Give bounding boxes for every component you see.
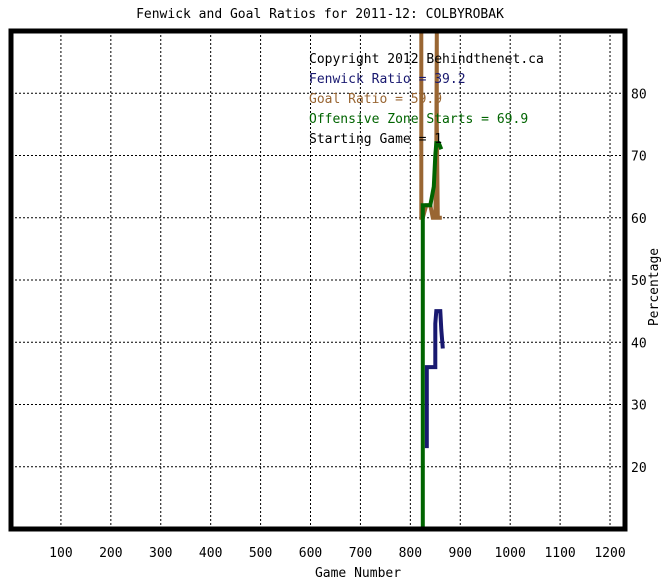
y-tick-label: 70: [631, 150, 647, 165]
series-line-fenwick-ratio: [424, 309, 445, 449]
y-tick-label: 60: [631, 212, 647, 227]
x-tick-labels: 100 200 300 400 500 600 700 800 900 1000 1100 1200: [49, 546, 626, 561]
legend-offensive-zone-starts: Offensive Zone Starts = 69.9: [309, 112, 528, 127]
plot-frame: [8, 28, 628, 532]
y-tick-label: 50: [631, 274, 647, 289]
x-tick-label: 800: [399, 546, 422, 561]
x-tick-label: 900: [449, 546, 472, 561]
copyright-note: Copyright 2012 Behindthenet.ca: [309, 52, 544, 67]
x-axis-label: Game Number: [315, 566, 401, 580]
x-tick-label: 600: [299, 546, 322, 561]
legend-starting-game: Starting Game = 1: [309, 132, 442, 147]
legend-fenwick-ratio: Fenwick Ratio = 39.2: [309, 72, 466, 87]
y-tick-label: 40: [631, 336, 647, 351]
x-tick-label: 400: [199, 546, 222, 561]
x-tick-label: 300: [149, 546, 172, 561]
legend-goal-ratio: Goal Ratio = 59.9: [309, 92, 442, 107]
y-tick-label: 20: [631, 461, 647, 476]
x-tick-label: 1200: [594, 546, 625, 561]
x-tick-label: 200: [99, 546, 122, 561]
x-tick-label: 1100: [544, 546, 575, 561]
series-lines: [419, 30, 445, 529]
y-tick-label: 80: [631, 87, 647, 102]
y-axis-label: Percentage: [647, 248, 662, 326]
x-tick-label: 700: [349, 546, 372, 561]
grid: [11, 31, 625, 529]
series-line-offensive-zone-starts: [420, 141, 444, 529]
x-tick-label: 500: [249, 546, 272, 561]
chart-title: Fenwick and Goal Ratios for 2011-12: COL…: [136, 7, 504, 22]
x-tick-label: 100: [49, 546, 72, 561]
y-tick-label: 30: [631, 399, 647, 414]
x-tick-label: 1000: [495, 546, 526, 561]
y-tick-labels: 20 30 40 50 60 70 80: [631, 87, 647, 476]
